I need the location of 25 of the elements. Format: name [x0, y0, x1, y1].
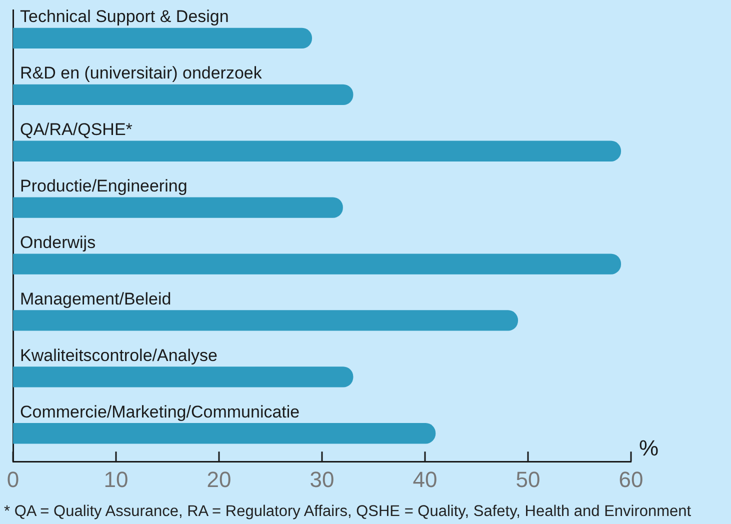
y-tick-label: QA/RA/QSHE*	[20, 120, 133, 140]
bar	[13, 254, 622, 274]
bar	[13, 366, 354, 388]
y-tick-label: Technical Support & Design	[20, 7, 229, 26]
y-tick-label: Kwaliteitscontrole/Analyse	[20, 346, 218, 365]
y-tick-label: Onderwijs	[20, 233, 96, 252]
x-tick-label: 40	[412, 466, 438, 492]
bar	[13, 310, 518, 331]
x-tick-label: 60	[618, 466, 644, 492]
x-tick-label: 10	[104, 466, 128, 492]
bar	[13, 84, 354, 106]
y-tick-label: Productie/Engineering	[20, 176, 188, 196]
x-axis-title: %	[639, 436, 659, 461]
x-tick-label: 20	[206, 466, 232, 492]
y-tick-label: R&D en (universitair) onderzoek	[20, 64, 262, 83]
bar	[13, 197, 343, 218]
bar	[13, 140, 622, 162]
y-tick-label: Commercie/Marketing/Communicatie	[20, 402, 300, 422]
text: * QA = Quality Assurance, RA = Regulatory Affairs, QSHE = Quality, Safety, Health and Environment	[4, 503, 692, 521]
x-tick-label: 30	[310, 466, 334, 492]
x-tick-label: 0	[6, 466, 20, 492]
bar	[13, 28, 312, 49]
x-tick-label: 50	[516, 466, 540, 492]
y-tick-label: Management/Beleid	[20, 289, 172, 308]
bar	[13, 423, 436, 444]
